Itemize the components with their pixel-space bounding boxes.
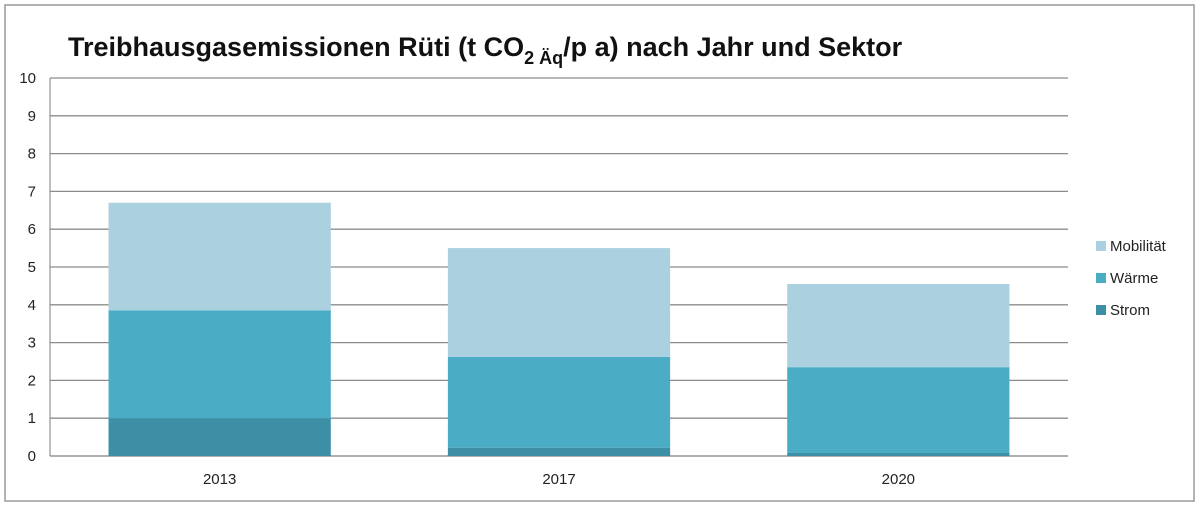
- bars: [108, 202, 1010, 456]
- bar-strom-2020: [787, 452, 1010, 456]
- y-tick-label: 4: [28, 297, 36, 314]
- bar-wärme-2020: [787, 367, 1010, 453]
- x-tick-label: 2020: [882, 471, 915, 488]
- legend: Mobilität Wärme Strom: [1096, 238, 1167, 319]
- y-tick-label: 0: [28, 448, 36, 465]
- x-axis-ticks: 2013 2017 2020: [203, 471, 915, 488]
- y-tick-label: 8: [28, 146, 36, 163]
- legend-label-strom: Strom: [1110, 302, 1150, 319]
- chart-title-main: Treibhausgasemissionen Rüti (t CO: [68, 32, 524, 62]
- bar-mobilität-2020: [787, 284, 1010, 368]
- y-tick-label: 10: [19, 70, 36, 87]
- bar-mobilität-2017: [447, 248, 671, 357]
- y-tick-label: 5: [28, 259, 36, 276]
- bar-wärme-2013: [108, 310, 331, 419]
- bar-mobilität-2013: [108, 202, 331, 311]
- legend-swatch-strom: [1096, 305, 1106, 315]
- bar-strom-2013: [108, 418, 331, 456]
- x-tick-label: 2017: [542, 471, 575, 488]
- legend-label-wärme: Wärme: [1110, 270, 1158, 287]
- y-tick-label: 9: [28, 108, 36, 125]
- legend-label-mobilität: Mobilität: [1110, 238, 1167, 255]
- y-tick-label: 3: [28, 335, 36, 352]
- y-tick-label: 6: [28, 221, 36, 238]
- y-tick-label: 2: [28, 372, 36, 389]
- bar-strom-2017: [447, 447, 671, 456]
- legend-swatch-mobilität: [1096, 241, 1106, 251]
- bar-wärme-2017: [447, 356, 671, 448]
- y-tick-label: 1: [28, 410, 36, 427]
- y-axis-ticks: 0 1 2 3 4 5 6 7 8 9 10: [19, 70, 36, 465]
- legend-swatch-wärme: [1096, 273, 1106, 283]
- chart-title: Treibhausgasemissionen Rüti (t CO2 Äq/p …: [68, 32, 903, 68]
- x-tick-label: 2013: [203, 471, 236, 488]
- chart-title-subscript: 2 Äq: [524, 48, 563, 68]
- y-tick-label: 7: [28, 183, 36, 200]
- chart-title-rest: /p a) nach Jahr und Sektor: [563, 32, 903, 62]
